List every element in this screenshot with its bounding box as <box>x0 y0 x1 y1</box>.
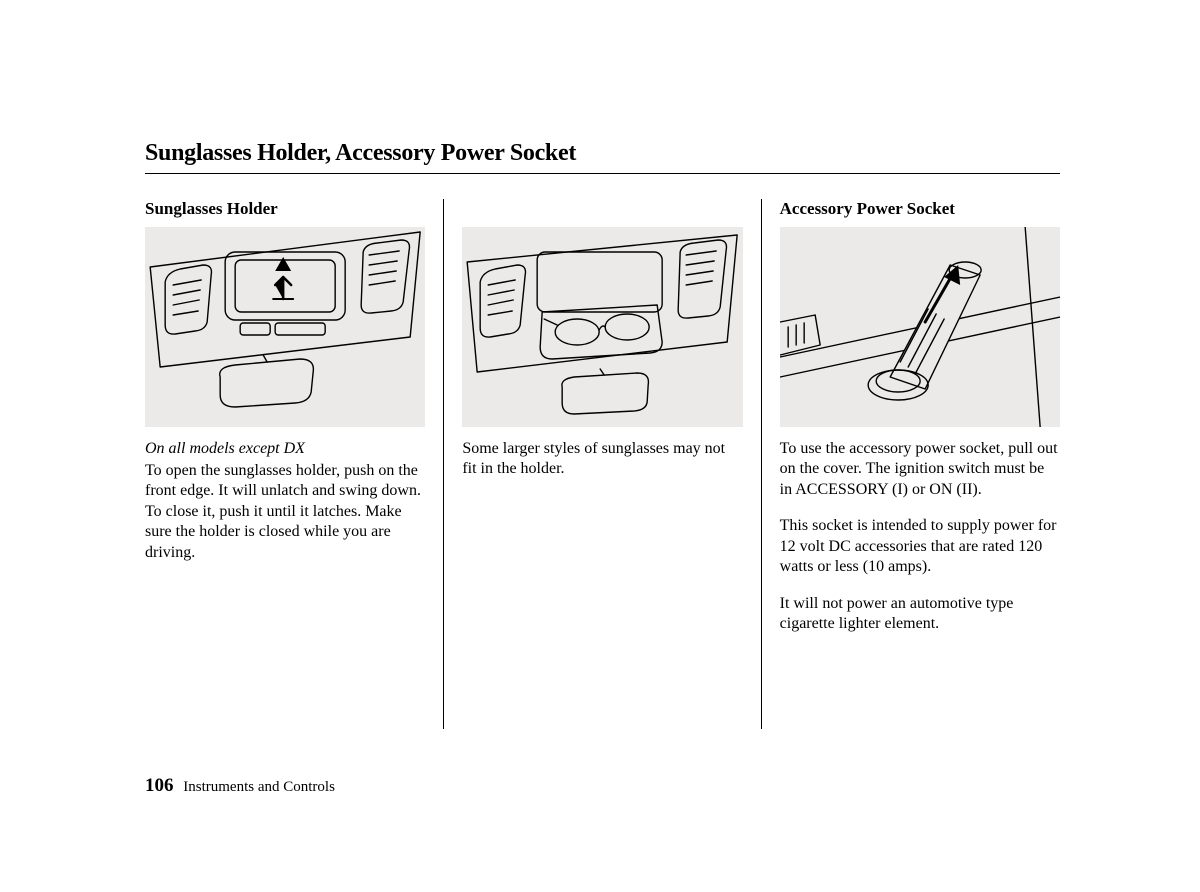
page-title: Sunglasses Holder, Accessory Power Socke… <box>145 140 1060 174</box>
body-socket-lighter: It will not power an automotive type cig… <box>780 594 1060 635</box>
column-3: Accessory Power Socket <box>762 199 1060 729</box>
illustration-power-socket <box>780 227 1060 427</box>
illustration-sunglasses-holder-closed <box>145 227 425 427</box>
body-larger-sunglasses: Some larger styles of sunglasses may not… <box>462 439 742 480</box>
columns-wrap: Sunglasses Holder <box>145 199 1060 729</box>
heading-spacer <box>462 199 742 219</box>
column-2: Some larger styles of sunglasses may not… <box>444 199 760 729</box>
body-socket-rating: This socket is intended to supply power … <box>780 516 1060 577</box>
heading-power-socket: Accessory Power Socket <box>780 199 1060 219</box>
chapter-name: Instruments and Controls <box>183 779 335 795</box>
illustration-sunglasses-holder-open <box>462 227 742 427</box>
page-footer: 106 Instruments and Controls <box>145 775 335 797</box>
column-1: Sunglasses Holder <box>145 199 443 729</box>
manual-page: Sunglasses Holder, Accessory Power Socke… <box>0 0 1200 729</box>
heading-sunglasses-holder: Sunglasses Holder <box>145 199 425 219</box>
page-number: 106 <box>145 775 174 796</box>
body-open-holder: To open the sunglasses holder, push on t… <box>145 461 425 563</box>
note-except-dx: On all models except DX <box>145 439 425 459</box>
body-socket-use: To use the accessory power socket, pull … <box>780 439 1060 500</box>
